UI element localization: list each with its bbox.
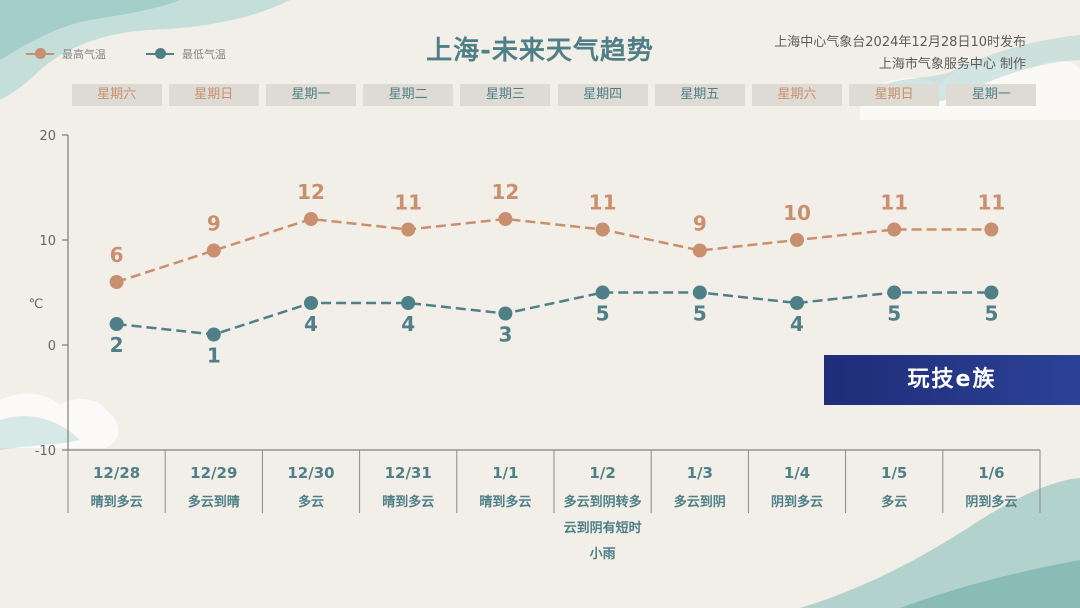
x-tick-label: 12/29 bbox=[190, 464, 237, 482]
low-temp-point bbox=[109, 317, 124, 331]
high-temp-label: 6 bbox=[110, 243, 124, 267]
x-tick-label: 1/5 bbox=[881, 464, 907, 482]
low-temp-label: 5 bbox=[984, 302, 998, 326]
weather-label: 多云到阴转多云到阴有短时小雨 bbox=[564, 494, 642, 562]
low-temp-point bbox=[595, 285, 610, 300]
low-temp-label: 4 bbox=[304, 312, 318, 336]
high-temp-point bbox=[595, 222, 610, 237]
x-tick-label: 1/4 bbox=[784, 464, 810, 482]
high-temp-point bbox=[498, 212, 513, 226]
page-title: 上海-未来天气趋势 bbox=[426, 36, 654, 66]
x-tick-label: 1/1 bbox=[492, 464, 518, 482]
y-tick-label: -10 bbox=[35, 444, 56, 459]
issuer-line: 上海中心气象台2024年12月28日10时发布 bbox=[774, 35, 1026, 50]
x-tick-label: 1/3 bbox=[687, 464, 713, 482]
low-temp-point bbox=[498, 306, 513, 321]
x-tick-label: 12/31 bbox=[385, 464, 432, 482]
weather-label: 多云 bbox=[298, 494, 324, 510]
legend-label: 最高气温 bbox=[62, 48, 106, 61]
high-temp-label: 9 bbox=[207, 212, 221, 236]
weekday-label: 星期日 bbox=[168, 84, 259, 106]
low-temp-line bbox=[116, 291, 992, 336]
high-temp-point bbox=[984, 222, 999, 237]
low-temp-label: 4 bbox=[790, 312, 804, 336]
high-temp-label: 11 bbox=[394, 191, 422, 215]
weekday-label: 星期日 bbox=[849, 84, 940, 106]
x-tick-label: 12/28 bbox=[93, 464, 140, 482]
high-temp-point bbox=[401, 222, 416, 237]
weekday-label: 星期三 bbox=[460, 84, 551, 106]
high-temp-label: 10 bbox=[783, 201, 811, 225]
y-tick-label: 0 bbox=[48, 339, 56, 354]
x-tick-label: 1/6 bbox=[978, 464, 1004, 482]
low-temp-point bbox=[692, 285, 707, 300]
weekday-label: 星期一 bbox=[266, 84, 356, 106]
legend-swatch-dot bbox=[35, 48, 46, 59]
low-temp-label: 4 bbox=[401, 312, 415, 336]
weekday-label: 星期五 bbox=[654, 84, 745, 106]
y-tick-label: 20 bbox=[39, 129, 56, 144]
low-temp-point bbox=[984, 285, 999, 300]
x-tick-label: 1/2 bbox=[589, 464, 615, 482]
low-temp-label: 5 bbox=[596, 302, 610, 326]
low-temp-point bbox=[887, 285, 902, 300]
weather-label: 晴到多云 bbox=[479, 494, 531, 510]
low-temp-label: 2 bbox=[110, 333, 124, 357]
low-temp-point bbox=[790, 296, 804, 310]
weather-label: 晴到多云 bbox=[382, 494, 434, 510]
low-temp-point bbox=[304, 296, 318, 310]
weekday-label: 星期二 bbox=[363, 84, 454, 106]
low-temp-label: 3 bbox=[498, 323, 512, 347]
high-temp-point bbox=[206, 243, 221, 258]
low-temp-label: 1 bbox=[207, 344, 221, 368]
weekday-label: 星期四 bbox=[557, 84, 648, 106]
low-temp-label: 5 bbox=[887, 302, 901, 326]
high-temp-line bbox=[116, 217, 992, 284]
low-temp-point bbox=[206, 327, 221, 342]
weekday-label: 星期六 bbox=[71, 84, 162, 106]
watermark-banner: 玩技e族 bbox=[824, 355, 1080, 405]
weather-label: 多云到阴 bbox=[674, 494, 726, 510]
producer-line: 上海市气象服务中心 制作 bbox=[878, 57, 1026, 72]
weekday-bar: 星期六 星期日 星期一 星期二 星期三 星期四 星期五 星期六 星期日 星期一 bbox=[0, 84, 1080, 108]
legend-label: 最低气温 bbox=[182, 48, 226, 61]
low-temp-point bbox=[401, 296, 416, 310]
high-temp-label: 12 bbox=[491, 180, 519, 204]
legend-swatch-dot bbox=[155, 48, 166, 59]
weekday-label: 星期一 bbox=[946, 84, 1037, 106]
y-axis-unit: ℃ bbox=[29, 297, 44, 312]
weather-label: 晴到多云 bbox=[91, 494, 143, 510]
high-temp-label: 12 bbox=[297, 180, 325, 204]
weather-label: 多云到晴 bbox=[188, 494, 240, 510]
high-temp-point bbox=[304, 212, 318, 226]
high-temp-label: 11 bbox=[977, 191, 1005, 215]
high-temp-label: 11 bbox=[880, 191, 908, 215]
high-temp-point bbox=[109, 275, 124, 289]
x-tick-label: 12/30 bbox=[287, 464, 334, 482]
high-temp-point bbox=[790, 233, 804, 247]
high-temp-label: 11 bbox=[589, 191, 617, 215]
high-temp-label: 9 bbox=[693, 212, 707, 236]
weather-label: 阴到多云 bbox=[965, 494, 1017, 510]
high-temp-point bbox=[692, 243, 707, 258]
watermark-text: 玩技e族 bbox=[907, 367, 997, 392]
weather-label: 阴到多云 bbox=[771, 494, 823, 510]
low-temp-label: 5 bbox=[693, 302, 707, 326]
high-temp-point bbox=[887, 222, 902, 237]
weekday-label: 星期六 bbox=[752, 84, 842, 106]
weather-label: 多云 bbox=[881, 494, 907, 510]
y-tick-label: 10 bbox=[39, 234, 56, 249]
